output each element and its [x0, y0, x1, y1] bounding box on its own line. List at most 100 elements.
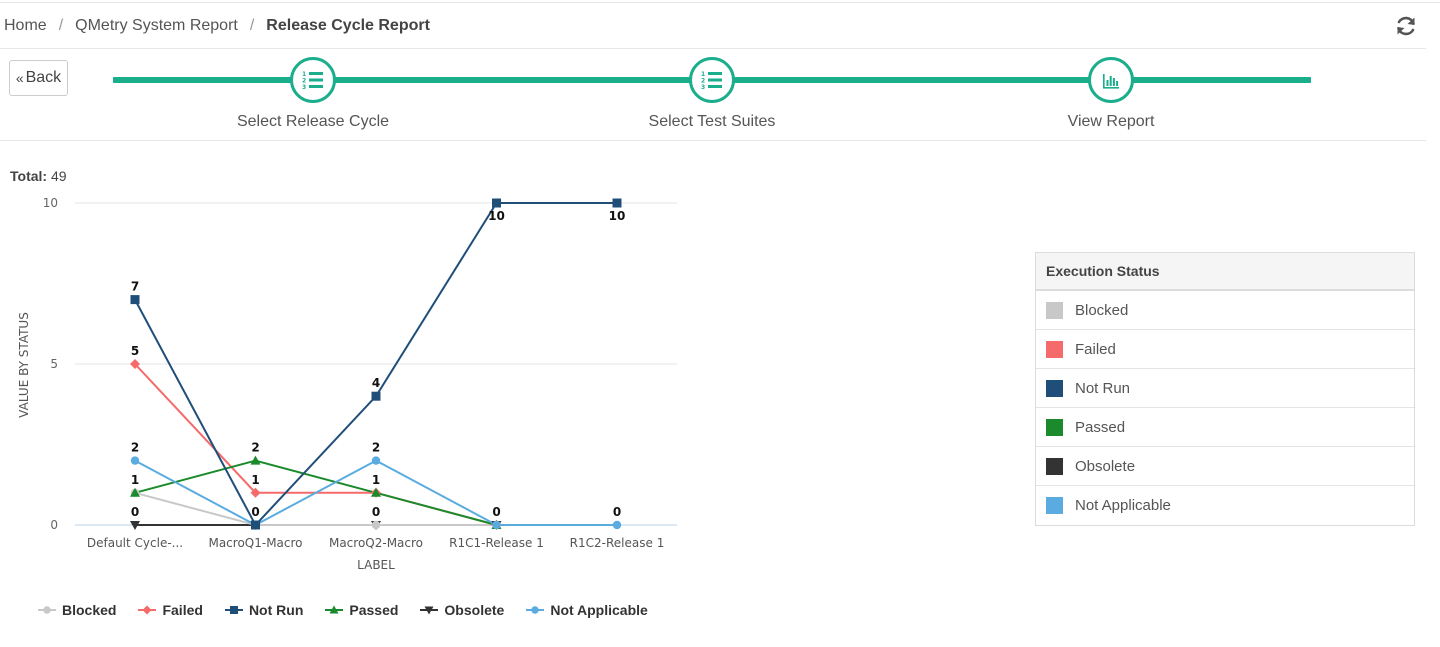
y-tick-label: 10 [43, 196, 58, 210]
series-legend-symbol [224, 606, 243, 614]
series-legend-symbol [420, 606, 439, 615]
data-label: 1 [251, 473, 259, 487]
data-point-not-applicable [130, 456, 140, 465]
series-legend-label: Passed [349, 602, 399, 618]
data-point-not-run [251, 520, 260, 530]
legend-marker [43, 606, 51, 614]
svg-text:3: 3 [302, 84, 306, 90]
data-point-passed [130, 487, 140, 497]
series-line-failed [134, 363, 497, 526]
legend-swatch [1046, 379, 1063, 397]
breadcrumb-report-link[interactable]: QMetry System Report [75, 17, 238, 34]
data-label: 0 [492, 505, 500, 519]
svg-text:2: 2 [302, 78, 306, 85]
legend-swatch [1046, 340, 1063, 358]
data-point-not-applicable [492, 520, 501, 530]
legend-marker [329, 605, 339, 614]
y-tick-label: 5 [50, 357, 58, 371]
data-point-not-run [492, 198, 501, 208]
legend-row-obsolete: Obsolete [1036, 447, 1414, 486]
total-count: Total: 49 [10, 168, 67, 184]
legend-swatch [1046, 301, 1063, 319]
series-legend-symbol [526, 606, 545, 614]
breadcrumb-home-link[interactable]: Home [4, 17, 47, 34]
data-label: 5 [131, 344, 139, 358]
step-label-select-release-cycle: Select Release Cycle [236, 113, 390, 130]
series-legend-label: Not Run [248, 602, 304, 618]
data-label: 2 [372, 441, 380, 455]
svg-text:1: 1 [302, 71, 306, 78]
legend-row-passed: Passed [1036, 408, 1414, 447]
legend-label: Obsolete [1075, 457, 1136, 475]
series-legend-item-blocked[interactable]: Blocked [38, 602, 116, 618]
data-label: 10 [488, 209, 505, 223]
legend-swatch [1046, 418, 1063, 436]
refresh-icon[interactable] [1394, 14, 1418, 38]
legend-swatch [1046, 497, 1063, 514]
series-legend-item-obsolete[interactable]: Obsolete [420, 602, 504, 618]
data-label: 2 [251, 441, 259, 455]
data-label: 4 [372, 376, 380, 390]
series-legend-label: Obsolete [444, 602, 505, 618]
legend-label: Passed [1075, 418, 1126, 436]
wizard-divider [0, 140, 1426, 141]
data-point-not-applicable [612, 520, 622, 530]
y-tick-label: 0 [50, 518, 58, 532]
numbered-list-icon: 1 2 3 [302, 71, 323, 90]
data-label: 7 [131, 280, 139, 294]
legend-label: Not Applicable [1075, 497, 1171, 514]
x-tick-label: MacroQ1-Macro [208, 536, 302, 550]
back-button[interactable]: « Back [9, 60, 68, 96]
total-value: 49 [50, 168, 67, 184]
legend-row-blocked: Blocked [1036, 291, 1414, 330]
series-legend-symbol [38, 606, 56, 614]
series-line-passed [134, 459, 497, 526]
step-view-report[interactable] [1088, 57, 1134, 103]
breadcrumb-separator: / [249, 17, 255, 34]
series-legend-item-not-run[interactable]: Not Run [224, 602, 304, 618]
step-label-select-test-suites: Select Test Suites [648, 113, 776, 130]
execution-status-title: Execution Status [1036, 253, 1414, 291]
legend-row-failed: Failed [1036, 330, 1414, 369]
series-legend-item-not-applicable[interactable]: Not Applicable [526, 602, 648, 618]
series-legend-item-passed[interactable]: Passed [325, 602, 398, 618]
data-point-passed [371, 487, 381, 497]
legend-swatch [1046, 457, 1063, 475]
execution-status-legend: Execution Status Blocked Failed Not Run Pas… [1035, 252, 1415, 526]
legend-label: Failed [1075, 340, 1116, 358]
legend-marker [229, 606, 238, 614]
svg-text:2: 2 [701, 78, 705, 85]
data-point-obsolete [130, 521, 140, 530]
legend-row-not-applicable: Not Applicable [1036, 486, 1414, 525]
series-legend-item-failed[interactable]: Failed [138, 602, 203, 618]
x-axis-title: LABEL [357, 558, 395, 572]
legend-marker [531, 606, 540, 614]
data-label: 2 [131, 441, 139, 455]
series-legend-label: Failed [162, 602, 203, 618]
series-line-blocked [134, 491, 497, 526]
data-point-failed [250, 487, 261, 498]
legend-label: Blocked [1075, 301, 1129, 319]
breadcrumb-separator: / [58, 17, 64, 34]
data-point-not-run [130, 295, 140, 305]
back-button-label: Back [25, 69, 62, 86]
numbered-list-icon: 1 2 3 [701, 71, 722, 90]
legend-marker [424, 606, 434, 615]
data-label: 1 [372, 473, 380, 487]
step-select-release-cycle[interactable]: 1 2 3 [290, 57, 336, 103]
breadcrumb: Home / QMetry System Report / Release Cycle … [4, 17, 430, 35]
data-point-not-run [612, 198, 622, 208]
series-legend-label: Blocked [62, 602, 117, 618]
data-label: 0 [131, 505, 139, 519]
step-select-test-suites[interactable]: 1 2 3 [689, 57, 735, 103]
y-axis-title: VALUE BY STATUS [17, 312, 31, 418]
legend-marker [142, 605, 152, 615]
svg-text:3: 3 [701, 84, 705, 90]
double-chevron-left-icon: « [15, 70, 24, 86]
series-legend-symbol [325, 605, 344, 614]
legend-label: Not Run [1075, 379, 1131, 397]
data-point-failed [130, 359, 140, 369]
bar-chart-icon [1103, 74, 1119, 89]
series-legend-label: Not Applicable [550, 602, 648, 618]
